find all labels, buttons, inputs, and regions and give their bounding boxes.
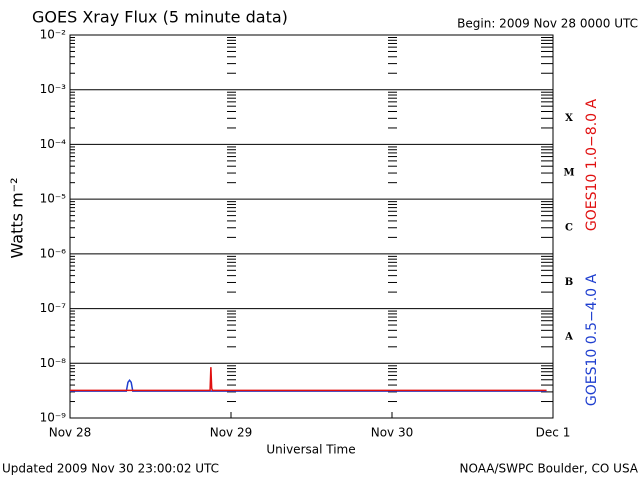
flare-class-label: X	[565, 113, 573, 124]
chart-title: GOES Xray Flux (5 minute data)	[32, 8, 288, 27]
y-tick-label: 10⁻⁸	[40, 356, 67, 370]
x-tick-label: Nov 30	[371, 426, 414, 440]
legend-label: GOES10 1.0−8.0 A	[584, 99, 600, 232]
footer-left: Updated 2009 Nov 30 23:00:02 UTC	[2, 462, 219, 476]
flare-class-label: B	[565, 277, 573, 288]
flare-class-label: C	[565, 222, 573, 233]
y-tick-label: 10⁻⁵	[40, 192, 67, 206]
flare-class-label: A	[564, 332, 573, 343]
series-line	[70, 367, 547, 392]
x-tick-label: Dec 1	[536, 426, 571, 440]
x-axis-label: Universal Time	[266, 443, 355, 457]
y-tick-label: 10⁻⁴	[40, 137, 67, 151]
y-tick-label: 10⁻⁹	[40, 411, 67, 425]
y-tick-label: 10⁻³	[40, 82, 67, 96]
footer-right: NOAA/SWPC Boulder, CO USA	[460, 462, 639, 476]
y-tick-label: 10⁻⁷	[40, 301, 67, 315]
x-tick-label: Nov 28	[49, 426, 92, 440]
plot-frame	[69, 34, 554, 419]
y-axis-label: Watts m⁻²	[8, 177, 27, 258]
subtitle: Begin: 2009 Nov 28 0000 UTC	[457, 17, 638, 31]
x-tick-label: Nov 29	[210, 426, 253, 440]
flare-class-label: M	[563, 168, 574, 179]
y-tick-label: 10⁻⁶	[40, 246, 67, 260]
series-line	[70, 379, 547, 392]
legend-label: GOES10 0.5−4.0 A	[584, 274, 600, 407]
y-tick-label: 10⁻²	[40, 28, 67, 42]
